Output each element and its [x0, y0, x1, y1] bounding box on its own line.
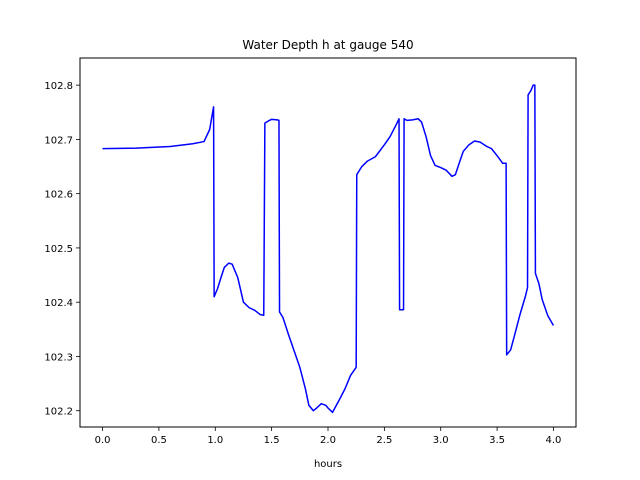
x-tick-label: 1.0: [207, 435, 223, 446]
y-tick-label: 102.2: [44, 407, 73, 418]
x-axis-label: hours: [314, 459, 342, 470]
y-tick-label: 102.8: [44, 81, 73, 92]
y-tick-label: 102.3: [44, 352, 73, 363]
x-tick-label: 2.5: [376, 435, 392, 446]
x-axis-ticks: 0.0 0.5 1.0 1.5 2.0 2.5 3.0 3.5 4.0: [95, 427, 562, 446]
x-tick-label: 3.0: [433, 435, 449, 446]
x-tick-label: 0.5: [151, 435, 167, 446]
x-tick-label: 0.0: [95, 435, 111, 446]
x-tick-label: 2.0: [320, 435, 336, 446]
y-tick-label: 102.7: [44, 135, 73, 146]
x-tick-label: 1.5: [264, 435, 280, 446]
chart-title: Water Depth h at gauge 540: [242, 38, 413, 52]
x-tick-label: 4.0: [546, 435, 562, 446]
y-axis-ticks: 102.2 102.3 102.4 102.5 102.6 102.7 102.8: [44, 81, 80, 418]
y-tick-label: 102.6: [44, 190, 73, 201]
series-line-0: [102, 84, 555, 414]
x-tick-label: 3.5: [489, 435, 505, 446]
y-tick-label: 102.5: [44, 244, 73, 255]
series-layer: [102, 84, 555, 414]
y-tick-label: 102.4: [44, 298, 73, 309]
